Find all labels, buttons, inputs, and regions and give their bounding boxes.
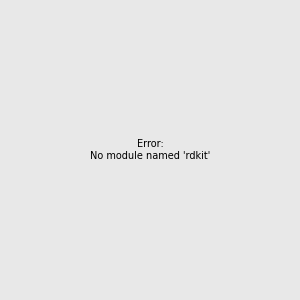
Text: Error:
No module named 'rdkit': Error: No module named 'rdkit': [90, 139, 210, 161]
